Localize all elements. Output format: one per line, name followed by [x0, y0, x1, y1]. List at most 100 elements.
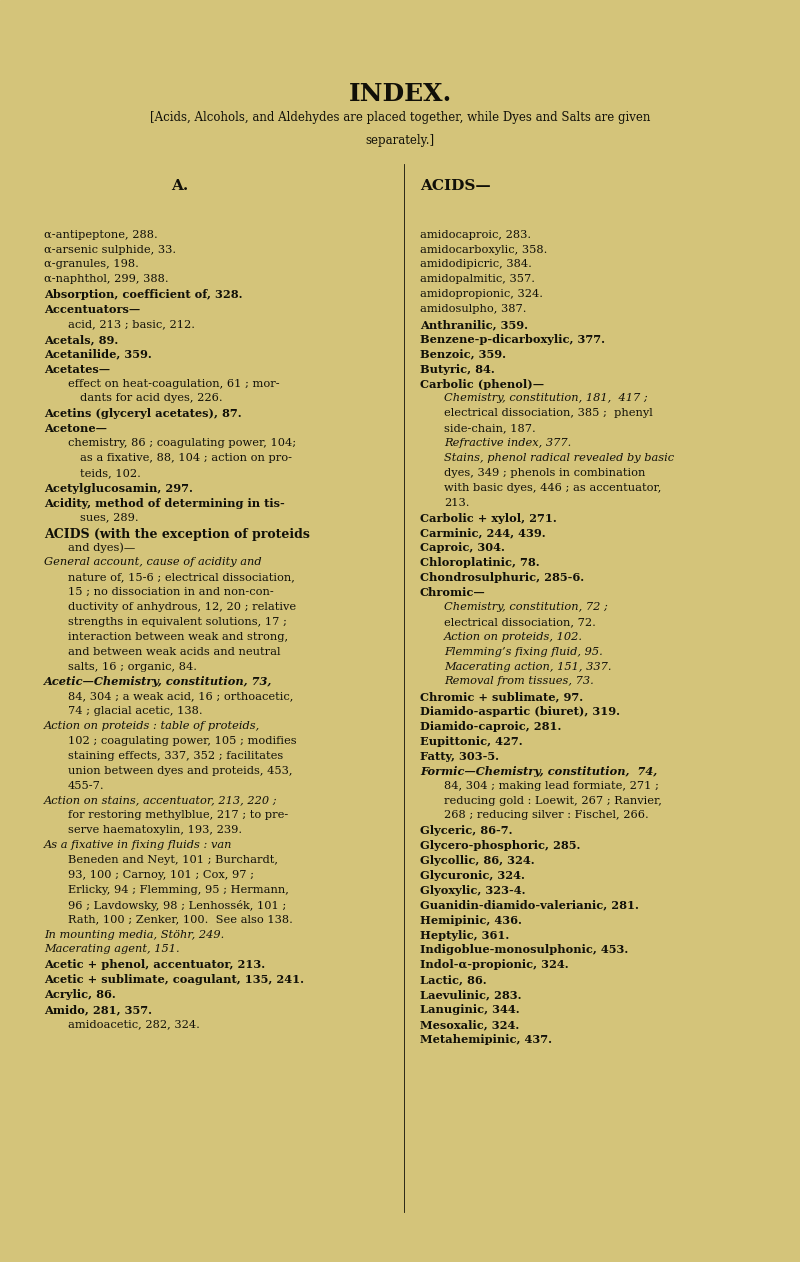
Text: chemistry, 86 ; coagulating power, 104;: chemistry, 86 ; coagulating power, 104;	[68, 438, 296, 448]
Text: Glycuronic, 324.: Glycuronic, 324.	[420, 870, 525, 881]
Text: 93, 100 ; Carnoy, 101 ; Cox, 97 ;: 93, 100 ; Carnoy, 101 ; Cox, 97 ;	[68, 870, 254, 880]
Text: Amido, 281, 357.: Amido, 281, 357.	[44, 1005, 152, 1015]
Text: Caproic, 304.: Caproic, 304.	[420, 543, 505, 554]
Text: reducing gold : Loewit, 267 ; Ranvier,: reducing gold : Loewit, 267 ; Ranvier,	[444, 795, 662, 805]
Text: for restoring methylblue, 217 ; to pre-: for restoring methylblue, 217 ; to pre-	[68, 810, 288, 820]
Text: as a fixative, 88, 104 ; action on pro-: as a fixative, 88, 104 ; action on pro-	[80, 453, 292, 463]
Text: α-arsenic sulphide, 33.: α-arsenic sulphide, 33.	[44, 245, 176, 255]
Text: Lactic, 86.: Lactic, 86.	[420, 974, 486, 986]
Text: [Acids, Alcohols, and Aldehydes are placed together, while Dyes and Salts are gi: [Acids, Alcohols, and Aldehydes are plac…	[150, 111, 650, 124]
Text: amidopropionic, 324.: amidopropionic, 324.	[420, 289, 543, 299]
Text: amidopalmitic, 357.: amidopalmitic, 357.	[420, 274, 535, 284]
Text: 96 ; Lavdowsky, 98 ; Lenhossék, 101 ;: 96 ; Lavdowsky, 98 ; Lenhossék, 101 ;	[68, 900, 286, 911]
Text: Formic—Chemistry, constitution,  74,: Formic—Chemistry, constitution, 74,	[420, 766, 658, 777]
Text: General account, cause of acidity and: General account, cause of acidity and	[44, 558, 262, 568]
Text: acid, 213 ; basic, 212.: acid, 213 ; basic, 212.	[68, 319, 195, 329]
Text: Carbolic (phenol)—: Carbolic (phenol)—	[420, 379, 544, 390]
Text: 84, 304 ; a weak acid, 16 ; orthoacetic,: 84, 304 ; a weak acid, 16 ; orthoacetic,	[68, 692, 294, 702]
Text: Benzene-p-dicarboxylic, 377.: Benzene-p-dicarboxylic, 377.	[420, 334, 605, 345]
Text: Acrylic, 86.: Acrylic, 86.	[44, 989, 116, 1001]
Text: electrical dissociation, 385 ;  phenyl: electrical dissociation, 385 ; phenyl	[444, 409, 653, 419]
Text: Action on proteids : table of proteids,: Action on proteids : table of proteids,	[44, 721, 260, 731]
Text: Refractive index, 377.: Refractive index, 377.	[444, 438, 571, 448]
Text: Chemistry, constitution, 72 ;: Chemistry, constitution, 72 ;	[444, 602, 608, 612]
Text: 84, 304 ; making lead formiate, 271 ;: 84, 304 ; making lead formiate, 271 ;	[444, 781, 659, 791]
Text: Acetone—: Acetone—	[44, 423, 107, 434]
Text: nature of, 15-6 ; electrical dissociation,: nature of, 15-6 ; electrical dissociatio…	[68, 572, 295, 582]
Text: Removal from tissues, 73.: Removal from tissues, 73.	[444, 676, 594, 687]
Text: electrical dissociation, 72.: electrical dissociation, 72.	[444, 617, 596, 627]
Text: Lanuginic, 344.: Lanuginic, 344.	[420, 1005, 520, 1015]
Text: Acetates—: Acetates—	[44, 363, 110, 375]
Text: Indigoblue-monosulphonic, 453.: Indigoblue-monosulphonic, 453.	[420, 944, 628, 955]
Text: ductivity of anhydrous, 12, 20 ; relative: ductivity of anhydrous, 12, 20 ; relativ…	[68, 602, 296, 612]
Text: with basic dyes, 446 ; as accentuator,: with basic dyes, 446 ; as accentuator,	[444, 483, 662, 493]
Text: ACIDS—: ACIDS—	[420, 179, 490, 193]
Text: Beneden and Neyt, 101 ; Burchardt,: Beneden and Neyt, 101 ; Burchardt,	[68, 856, 278, 866]
Text: and dyes)—: and dyes)—	[68, 543, 135, 553]
Text: Acetic—Chemistry, constitution, 73,: Acetic—Chemistry, constitution, 73,	[44, 676, 272, 688]
Text: Carminic, 244, 439.: Carminic, 244, 439.	[420, 528, 546, 539]
Text: side-chain, 187.: side-chain, 187.	[444, 423, 536, 433]
Text: amidoacetic, 282, 324.: amidoacetic, 282, 324.	[68, 1018, 200, 1029]
Text: teids, 102.: teids, 102.	[80, 468, 141, 478]
Text: As a fixative in fixing fluids : van: As a fixative in fixing fluids : van	[44, 840, 233, 851]
Text: In mounting media, Stöhr, 249.: In mounting media, Stöhr, 249.	[44, 930, 224, 940]
Text: Acidity, method of determining in tis-: Acidity, method of determining in tis-	[44, 497, 285, 509]
Text: ACIDS (with the exception of proteids: ACIDS (with the exception of proteids	[44, 528, 310, 540]
Text: Acetals, 89.: Acetals, 89.	[44, 334, 118, 345]
Text: 15 ; no dissociation in and non-con-: 15 ; no dissociation in and non-con-	[68, 587, 274, 597]
Text: Heptylic, 361.: Heptylic, 361.	[420, 930, 510, 940]
Text: Macerating agent, 151.: Macerating agent, 151.	[44, 944, 180, 954]
Text: Erlicky, 94 ; Flemming, 95 ; Hermann,: Erlicky, 94 ; Flemming, 95 ; Hermann,	[68, 885, 289, 895]
Text: Hemipinic, 436.: Hemipinic, 436.	[420, 915, 522, 926]
Text: Metahemipinic, 437.: Metahemipinic, 437.	[420, 1034, 552, 1045]
Text: Chloroplatinic, 78.: Chloroplatinic, 78.	[420, 558, 540, 568]
Text: Guanidin-diamido-valerianic, 281.: Guanidin-diamido-valerianic, 281.	[420, 900, 639, 911]
Text: Stains, phenol radical revealed by basic: Stains, phenol radical revealed by basic	[444, 453, 674, 463]
Text: Fatty, 303-5.: Fatty, 303-5.	[420, 751, 499, 762]
Text: amidosulpho, 387.: amidosulpho, 387.	[420, 304, 526, 314]
Text: Carbolic + xylol, 271.: Carbolic + xylol, 271.	[420, 512, 557, 524]
Text: Laevulinic, 283.: Laevulinic, 283.	[420, 989, 522, 1001]
Text: Glyoxylic, 323-4.: Glyoxylic, 323-4.	[420, 885, 526, 896]
Text: α-antipeptone, 288.: α-antipeptone, 288.	[44, 230, 158, 240]
Text: Absorption, coefficient of, 328.: Absorption, coefficient of, 328.	[44, 289, 242, 300]
Text: amidocarboxylic, 358.: amidocarboxylic, 358.	[420, 245, 547, 255]
Text: Acetic + phenol, accentuator, 213.: Acetic + phenol, accentuator, 213.	[44, 959, 265, 970]
Text: Chromic—: Chromic—	[420, 587, 486, 598]
Text: separately.]: separately.]	[366, 134, 434, 146]
Text: Glycero-phosphoric, 285.: Glycero-phosphoric, 285.	[420, 840, 580, 852]
Text: Acetic + sublimate, coagulant, 135, 241.: Acetic + sublimate, coagulant, 135, 241.	[44, 974, 304, 986]
Text: Acetylglucosamin, 297.: Acetylglucosamin, 297.	[44, 483, 193, 493]
Text: INDEX.: INDEX.	[348, 82, 452, 106]
Text: α-naphthol, 299, 388.: α-naphthol, 299, 388.	[44, 274, 169, 284]
Text: amidocaproic, 283.: amidocaproic, 283.	[420, 230, 531, 240]
Text: amidodipicric, 384.: amidodipicric, 384.	[420, 260, 532, 270]
Text: serve haematoxylin, 193, 239.: serve haematoxylin, 193, 239.	[68, 825, 242, 835]
Text: 455-7.: 455-7.	[68, 781, 105, 791]
Text: Action on proteids, 102.: Action on proteids, 102.	[444, 632, 583, 642]
Text: interaction between weak and strong,: interaction between weak and strong,	[68, 632, 288, 642]
Text: dants for acid dyes, 226.: dants for acid dyes, 226.	[80, 394, 222, 404]
Text: strengths in equivalent solutions, 17 ;: strengths in equivalent solutions, 17 ;	[68, 617, 287, 627]
Text: Butyric, 84.: Butyric, 84.	[420, 363, 494, 375]
Text: Accentuators—: Accentuators—	[44, 304, 140, 316]
Text: Diamido-caproic, 281.: Diamido-caproic, 281.	[420, 721, 562, 732]
Text: Rath, 100 ; Zenker, 100.  See also 138.: Rath, 100 ; Zenker, 100. See also 138.	[68, 915, 293, 925]
Text: Chemistry, constitution, 181,  417 ;: Chemistry, constitution, 181, 417 ;	[444, 394, 648, 404]
Text: Benzoic, 359.: Benzoic, 359.	[420, 348, 506, 360]
Text: Glyceric, 86-7.: Glyceric, 86-7.	[420, 825, 513, 837]
Text: Anthranilic, 359.: Anthranilic, 359.	[420, 319, 528, 331]
Text: Action on stains, accentuator, 213, 220 ;: Action on stains, accentuator, 213, 220 …	[44, 795, 278, 805]
Text: Chromic + sublimate, 97.: Chromic + sublimate, 97.	[420, 692, 583, 703]
Text: 213.: 213.	[444, 497, 470, 507]
Text: Acetanilide, 359.: Acetanilide, 359.	[44, 348, 152, 360]
Text: Eupittonic, 427.: Eupittonic, 427.	[420, 736, 522, 747]
Text: effect on heat-coagulation, 61 ; mor-: effect on heat-coagulation, 61 ; mor-	[68, 379, 280, 389]
Text: Acetins (glyceryl acetates), 87.: Acetins (glyceryl acetates), 87.	[44, 409, 242, 419]
Text: Flemming’s fixing fluid, 95.: Flemming’s fixing fluid, 95.	[444, 646, 602, 656]
Text: A.: A.	[171, 179, 189, 193]
Text: sues, 289.: sues, 289.	[80, 512, 138, 522]
Text: 268 ; reducing silver : Fischel, 266.: 268 ; reducing silver : Fischel, 266.	[444, 810, 649, 820]
